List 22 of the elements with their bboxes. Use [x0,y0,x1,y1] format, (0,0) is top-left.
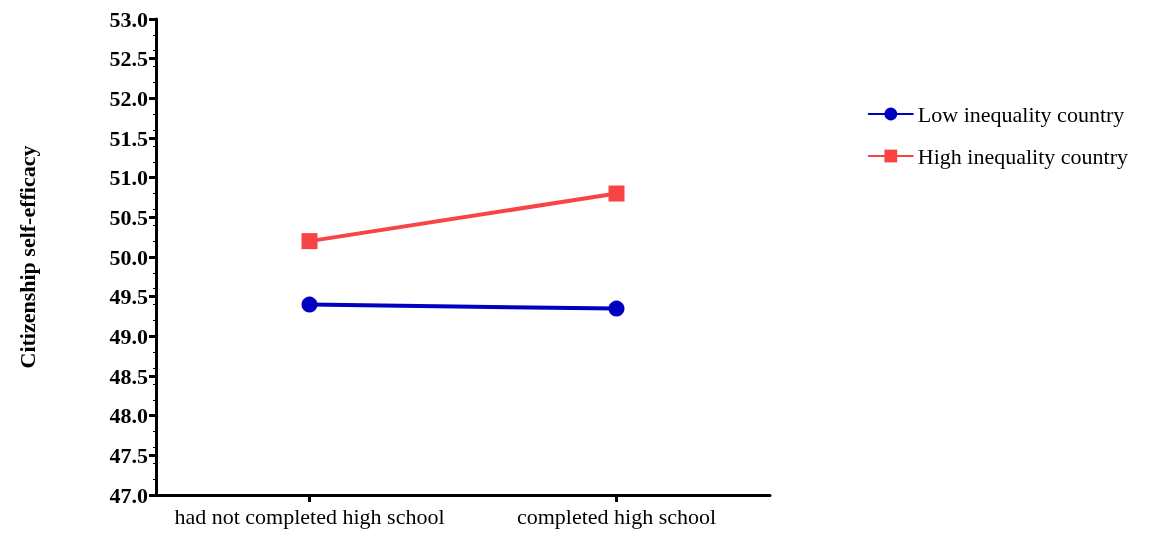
y-tick-label: 49.5 [109,284,148,310]
x-tick-label: completed high school [516,503,717,529]
legend-label: Low inequality country [917,101,1125,127]
point [608,185,625,202]
y-tick-label: 49.0 [109,323,148,349]
x-tick-label: had not completed high school [174,503,445,529]
y-tick-label: 50.5 [109,204,148,230]
y-tick-label: 52.0 [109,85,148,111]
y-tick-label: 50.0 [109,244,148,270]
y-tick-label: 48.5 [109,363,148,389]
y-tick-label: 53.0 [109,6,148,32]
point [301,233,318,250]
y-tick-label: 48.0 [109,403,148,429]
y-tick-label: 47.5 [109,442,148,468]
y-axis-title: Citizenship self-efficacy [14,145,40,369]
y-tick-label: 51.0 [109,165,148,191]
point [301,296,318,313]
y-tick-label: 52.5 [109,46,148,72]
y-tick-label: 51.5 [109,125,148,151]
legend-label: High inequality country [917,143,1129,169]
point [608,300,625,317]
y-tick-label: 47.0 [109,482,148,508]
